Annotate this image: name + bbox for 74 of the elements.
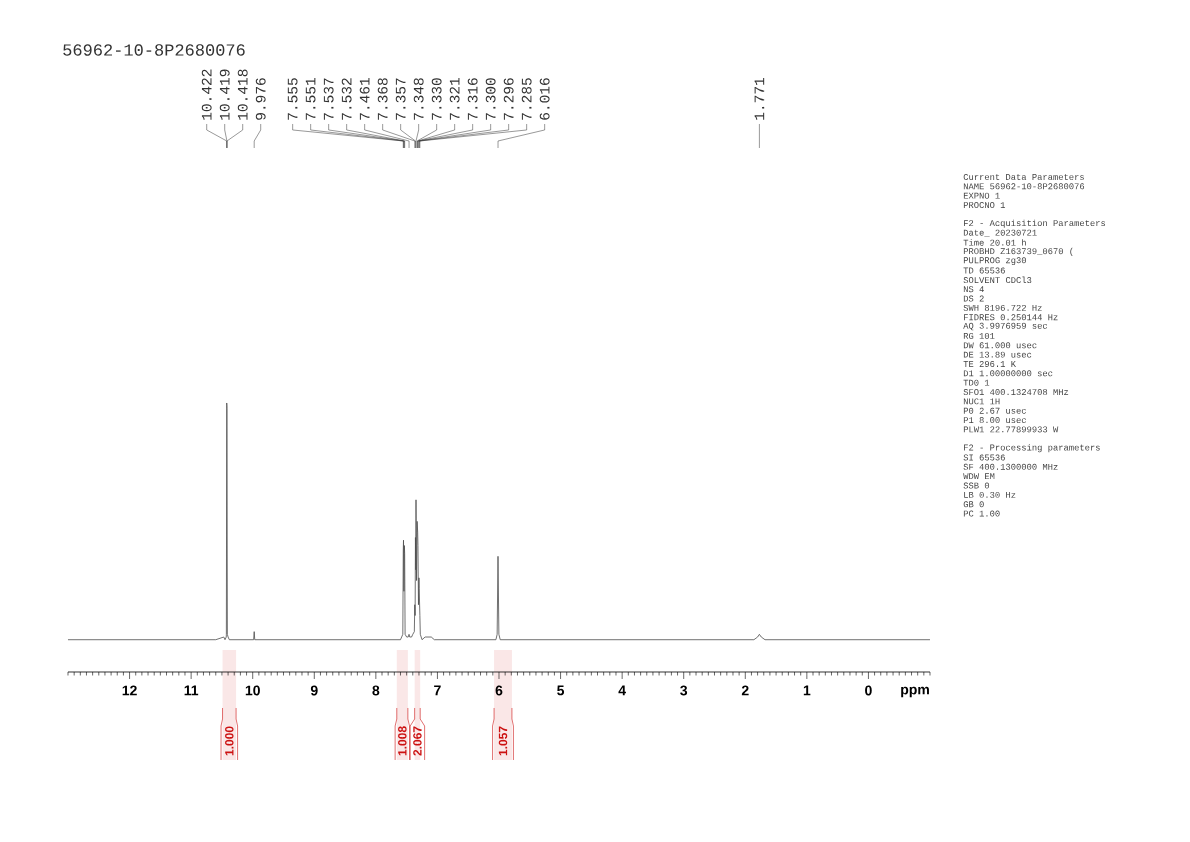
band-label: 1.008 (398, 726, 407, 756)
annotation: 7.348 (413, 78, 424, 120)
text: EXPNO 1 (963, 192, 1000, 199)
x-tick-label: 4 (618, 685, 626, 696)
text: F2 - Processing parameters (964, 444, 1100, 453)
text: SF 400.1300000 MHz (963, 463, 1058, 470)
text: Current Data Parameters (963, 174, 1084, 180)
annotation: 7.551 (305, 77, 316, 120)
annotation: 7.357 (395, 78, 406, 120)
text: Date_ 20230721 (963, 229, 1037, 237)
x-tick-label: 12 (122, 685, 137, 696)
x-tick-label: 3 (680, 685, 688, 696)
text: P0 2.67 usec (963, 407, 1026, 414)
text: PROBHD Z163739_0670 ( (963, 247, 1073, 256)
annotation: 7.555 (287, 78, 298, 120)
x-tick-label: 7 (434, 685, 441, 696)
annotation: 6.016 (539, 78, 550, 120)
text: TE 296.1 K (963, 361, 1016, 367)
x-tick-label: 5 (557, 685, 565, 696)
annotation: 10.419 (219, 69, 230, 120)
text: RG 101 (963, 332, 995, 339)
x-tick-label: 9 (310, 685, 318, 696)
annotation: 7.316 (467, 78, 478, 120)
text: Time 20.01 h (963, 239, 1026, 246)
annotation: 9.976 (255, 78, 266, 120)
x-axis-title: ppm (901, 686, 929, 698)
band-label: 1.057 (498, 726, 508, 756)
x-tick-label: 8 (372, 685, 380, 696)
text: SWH 8196.722 Hz (963, 304, 1042, 311)
text: LB 0.30 Hz (964, 491, 1016, 498)
annotation: 7.296 (503, 78, 514, 120)
text: FIDRES 0.250144 Hz (964, 314, 1058, 321)
x-tick-label: 11 (184, 685, 199, 696)
text: PULPROG zg30 (963, 257, 1027, 265)
annotation: 7.300 (485, 78, 496, 120)
x-tick-label: 1 (803, 685, 811, 696)
x-tick-label: 0 (865, 685, 872, 696)
x-tick-label: 2 (741, 685, 749, 696)
annotation: 7.461 (359, 77, 370, 120)
text: PROCNO 1 (963, 202, 1006, 209)
text: P1 8.00 usec (963, 417, 1026, 424)
text: SOLVENT CDCl3 (963, 276, 1032, 284)
chart-title: 56962-10-8P2680076 (63, 44, 245, 56)
annotation: 7.330 (431, 78, 442, 120)
text: DS 2 (963, 295, 984, 302)
text: DW 61.000 usec (963, 342, 1037, 349)
annotation: 7.321 (449, 77, 460, 120)
text: SI 65536 (963, 454, 1005, 461)
band-label: 2.067 (413, 726, 422, 756)
text: SFO1 400.1324708 MHz (963, 389, 1069, 396)
text: NUC1 1H (963, 398, 1000, 405)
annotation: 7.368 (377, 78, 388, 120)
text: TD0 1 (963, 379, 990, 386)
text: GB 0 (963, 501, 984, 508)
annotation: 10.418 (237, 69, 248, 120)
text: DE 13.89 usec (963, 351, 1032, 358)
text: D1 1.00000000 sec (963, 370, 1053, 377)
band-label: 1.000 (225, 726, 234, 756)
text: NS 4 (963, 286, 984, 293)
x-tick-label: 10 (245, 685, 260, 696)
annotation: 10.422 (201, 69, 212, 120)
annotation: 7.532 (341, 78, 352, 120)
annotation: 1.771 (754, 77, 765, 120)
text: PC 1.00 (963, 510, 1000, 517)
text: TD 65536 (963, 267, 1005, 274)
text: PLW1 22.77899933 W (963, 426, 1059, 433)
annotation: 7.537 (323, 78, 334, 120)
x-tick-label: 6 (495, 685, 503, 696)
annotation: 7.285 (521, 78, 532, 120)
text: F2 - Acquisition Parameters (964, 219, 1106, 228)
text: WDW EM (963, 473, 995, 480)
text: SSB 0 (963, 482, 990, 489)
text: AQ 3.9976959 sec (963, 322, 1048, 331)
text: NAME 56962-10-8P2680076 (963, 183, 1085, 190)
